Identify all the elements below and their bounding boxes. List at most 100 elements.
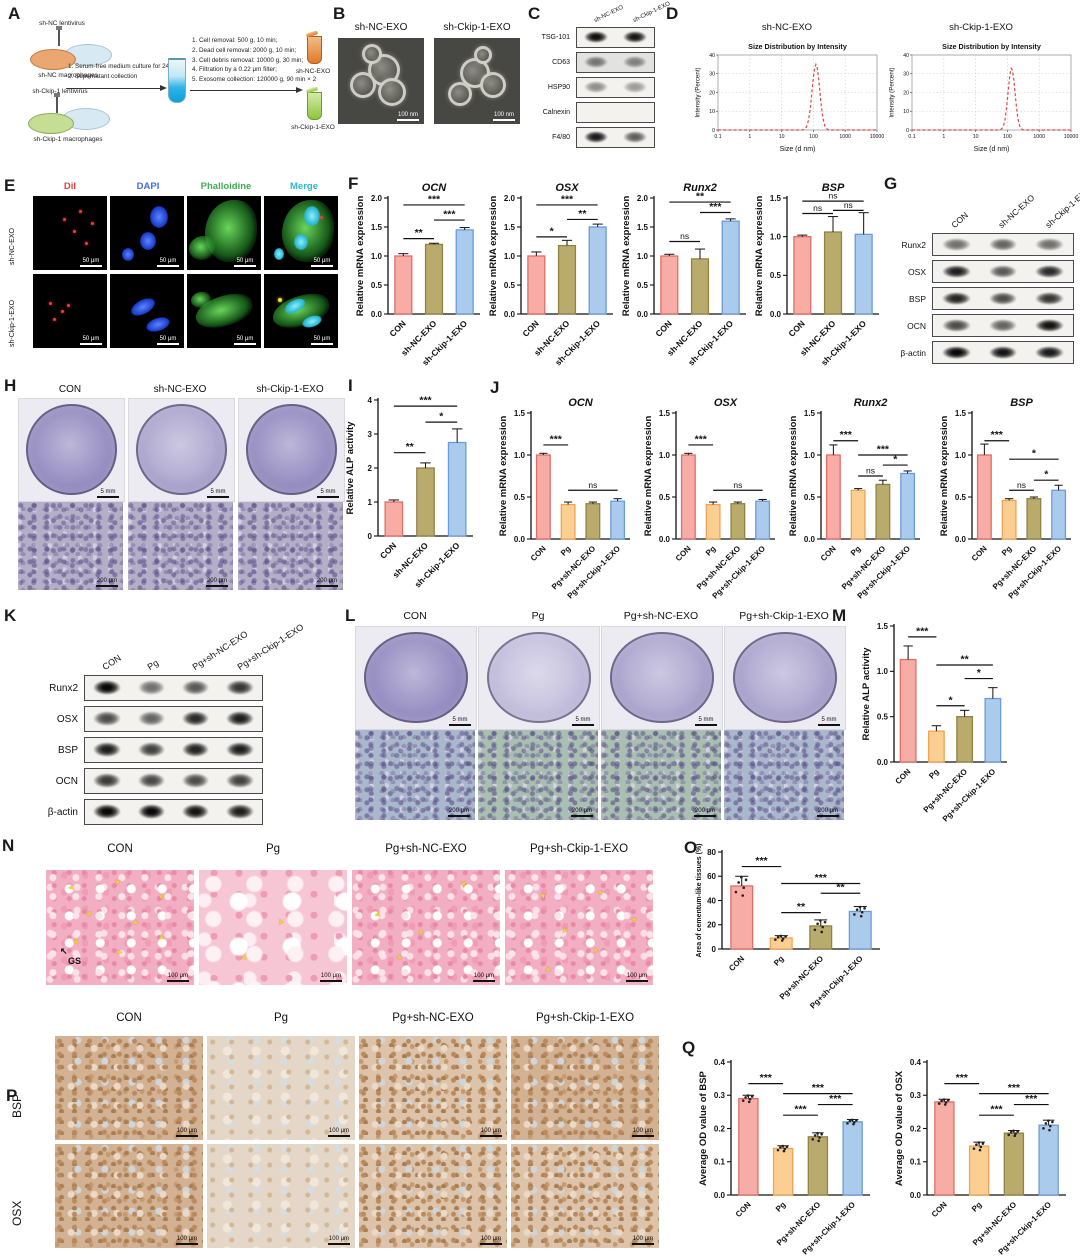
nucleus: [150, 206, 168, 228]
arrow-icon: ➤: [628, 913, 640, 926]
y-tick-label: 10: [903, 109, 909, 115]
blot-row: β-actin: [884, 341, 1074, 364]
alp-well-con: 5 mm: [355, 626, 477, 730]
data-point: [944, 1101, 948, 1104]
y-tick-label: 1.0: [514, 451, 526, 460]
scale-bar: 50 μm: [234, 336, 256, 345]
arrow-icon: ➤: [559, 924, 571, 936]
scale-text: 100 μm: [176, 1128, 198, 1134]
x-category-label: Pg+sh-NC-EXO: [695, 544, 742, 591]
data-point: [744, 878, 748, 882]
y-tick-label: 1.0: [371, 252, 383, 261]
y-tick-label: 0.5: [804, 493, 816, 502]
x-category-label: Pg: [704, 544, 718, 558]
y-axis-label: Relative mRNA expression: [939, 416, 950, 537]
step-text: 1. Cell removal: 500 g, 10 min;: [192, 37, 278, 44]
nucleus: [144, 314, 172, 335]
micrograph-dii-shckip: 50 μm: [33, 274, 107, 348]
blot-strip: [84, 675, 263, 701]
gs-arrow-icon: ↖: [60, 946, 68, 956]
scale-text: 5 mm: [821, 717, 837, 723]
scale-text: 50 μm: [236, 258, 254, 264]
y-tick-label: 0.0: [371, 310, 383, 319]
column-header-dapi: DAPI: [136, 181, 160, 192]
group2-lentivirus-label: sh-Ckip-1 lentivirus: [32, 88, 88, 95]
chart-title: Size Distribution by Intensity: [748, 42, 847, 51]
alp-well-con: 5 mm: [18, 398, 125, 502]
data-point: [779, 934, 783, 938]
y-tick-label: 0.2: [910, 1124, 922, 1133]
protein-band: [622, 56, 647, 69]
data-point: [846, 1122, 849, 1125]
y-tick-label: 4: [368, 396, 373, 405]
significance-label: ***: [991, 429, 1004, 441]
y-tick-label: 2: [368, 464, 373, 473]
data-point: [781, 1144, 785, 1148]
x-category-label: CON: [727, 954, 746, 973]
x-tick-label: 10000: [870, 134, 885, 140]
y-tick-label: 30: [903, 72, 909, 78]
data-point: [1049, 1124, 1052, 1128]
y-axis-label: Intensity (Percent): [889, 67, 896, 117]
protein-band: [93, 773, 121, 789]
scale-text: 200 μm: [694, 808, 716, 814]
scale-text: 50 μm: [236, 336, 254, 342]
data-point: [937, 1102, 941, 1105]
y-tick-label: 10: [709, 109, 715, 115]
stained-well: [136, 404, 227, 495]
y-tick-label: 0.1: [910, 1158, 922, 1167]
significance-label: ***: [443, 209, 456, 221]
significance-label: ***: [419, 395, 432, 407]
blot-row: Runx2: [884, 233, 1074, 256]
y-tick-label: 0.5: [637, 281, 649, 290]
blot-row: OSX: [26, 706, 263, 732]
fluorescence-signal: [91, 222, 94, 225]
blot-row: BSP: [884, 287, 1074, 310]
protein-band: [941, 318, 971, 332]
stained-well: [26, 404, 117, 495]
data-point: [748, 1097, 752, 1101]
scale-text: 100 μm: [473, 973, 495, 979]
y-tick-label: 0: [368, 532, 373, 541]
ihc-bsp-pg: 100 μm: [207, 1036, 355, 1140]
y-tick-label: 1.0: [659, 451, 671, 460]
y-tick-label: 0.0: [804, 535, 816, 544]
blot-strip: [84, 706, 263, 732]
y-tick-label: 2.0: [637, 194, 649, 203]
blot-row-label: Runx2: [49, 682, 78, 694]
x-category-label: CON: [894, 767, 913, 786]
column-header-phalloidine: Phalloidine: [200, 181, 252, 192]
blot-strip: [576, 102, 655, 123]
data-point: [776, 1148, 780, 1152]
culture-steps: 1. Serum-free medium culture for 24 h; 2…: [68, 62, 176, 82]
row-label-bsp: BSP: [10, 1093, 24, 1118]
scale-bar: 100 nm: [397, 112, 419, 121]
data-point: [860, 910, 864, 914]
y-tick-label: 40: [707, 896, 716, 905]
scale-bar: 200 μm: [694, 808, 716, 817]
scale-bar: 5 mm: [572, 717, 594, 726]
panel-label-j: J: [490, 378, 500, 397]
bar-CON: [899, 658, 917, 763]
y-tick-label: 2.0: [371, 194, 383, 203]
he-micrograph-pg-shckip: ➤ ➤ ➤ ➤ ➤ ➤ 100 μm: [505, 870, 653, 985]
y-tick-label: 20: [903, 90, 909, 96]
fluorescence-signal: [49, 302, 52, 305]
arrow-icon: ➤: [394, 951, 405, 964]
fluorescence-signal: [189, 236, 215, 260]
blot-row: OCN: [26, 768, 263, 794]
data-point: [859, 914, 863, 918]
blot-row: F4/80: [524, 127, 655, 148]
data-point: [779, 1146, 782, 1149]
scale-bar: 100 μm: [473, 973, 495, 982]
scale-bar: 100 nm: [493, 112, 515, 121]
step-text: 1. Serum-free medium culture for 24 h;: [68, 63, 177, 70]
bar-Pg+sh-Ckip-1-EXO: [984, 697, 1002, 763]
protein-band: [226, 773, 254, 789]
isolation-steps: 1. Cell removal: 500 g, 10 min; 2. Dead …: [192, 36, 316, 85]
protein-band: [137, 773, 166, 789]
data-point: [741, 1099, 745, 1102]
arrow-icon: ➤: [83, 908, 95, 920]
group2-macrophage-label: sh-Ckip-1 macrophages: [33, 136, 103, 143]
